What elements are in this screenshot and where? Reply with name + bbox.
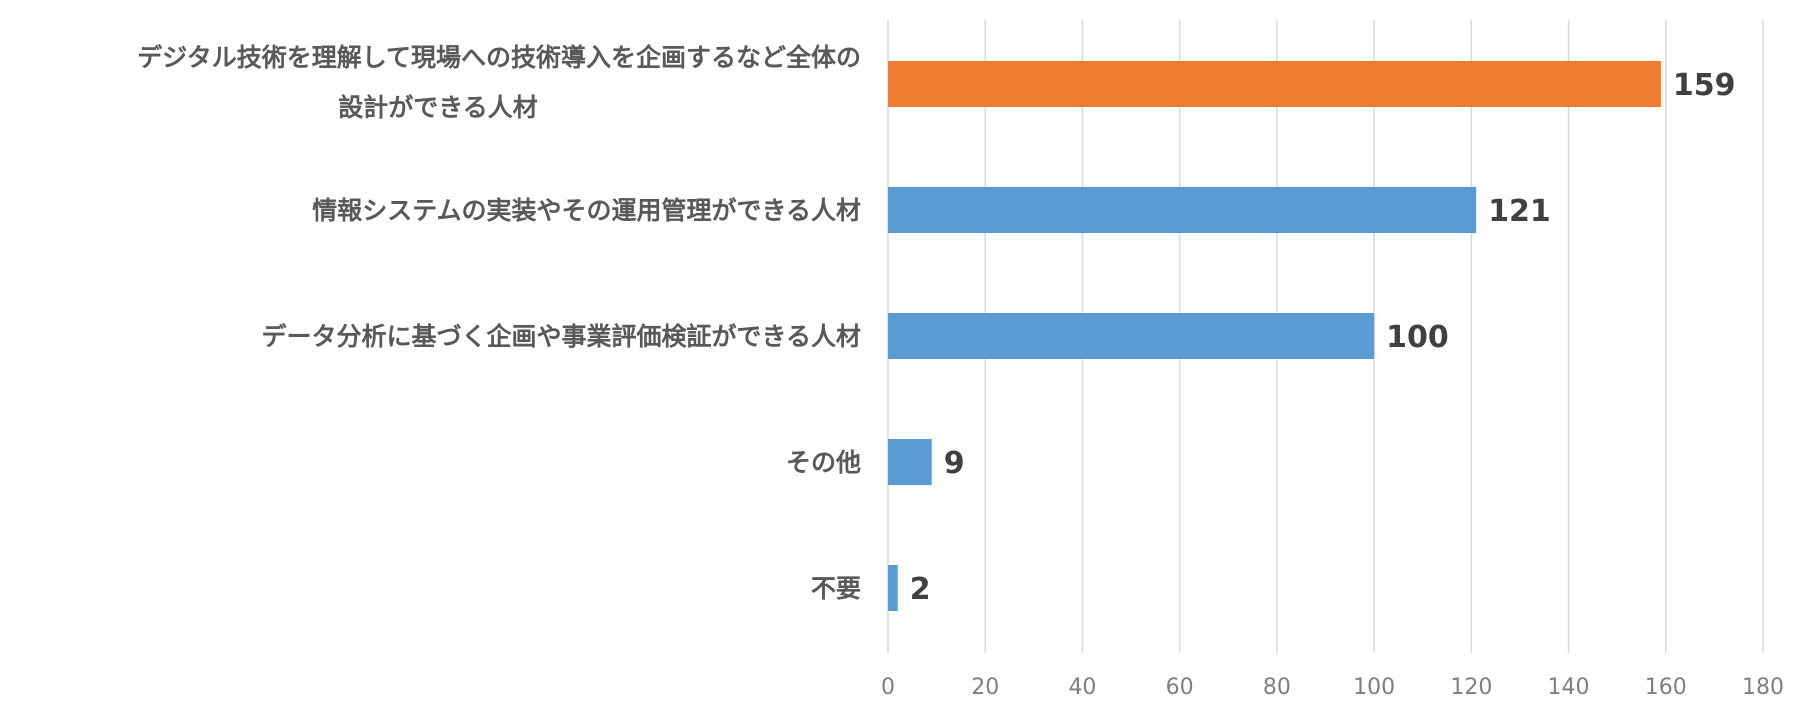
category-label-0-line-1: デジタル技術を理解して現場への技術導入を企画するなど全体の [137,43,861,72]
bar-4 [888,565,898,611]
category-label-1: 情報システムの実装やその運用管理ができる人材 [312,196,861,225]
tick-label-80: 80 [1263,675,1291,700]
tick-label-180: 180 [1742,675,1784,700]
tick-label-0: 0 [881,675,895,700]
data-label-1: 121 [1488,194,1551,229]
bar-2 [888,313,1375,359]
data-label-4: 2 [910,572,931,607]
tick-label-20: 20 [971,675,999,700]
tick-label-160: 160 [1645,675,1687,700]
data-label-0: 159 [1673,68,1736,103]
tick-label-40: 40 [1068,675,1096,700]
x-axis-tick-labels: 0 20 40 60 80 100 120 140 160 180 [881,675,1784,700]
bar-3 [888,439,932,485]
bar-1 [888,187,1477,233]
category-label-3: その他 [786,448,861,477]
category-label-4: 不要 [811,574,861,603]
bar-0 [888,61,1661,107]
category-labels: デジタル技術を理解して現場への技術導入を企画するなど全体の設計ができる人材情報シ… [137,43,861,603]
tick-label-60: 60 [1166,675,1194,700]
tick-label-100: 100 [1353,675,1395,700]
data-label-2: 100 [1386,320,1449,355]
tick-label-140: 140 [1548,675,1590,700]
bars [888,61,1661,611]
data-label-3: 9 [944,446,965,481]
category-label-2: データ分析に基づく企画や事業評価検証ができる人材 [261,322,861,351]
category-label-0-line-2: 設計ができる人材 [338,93,538,122]
data-labels: 159 121 100 9 2 [910,68,1736,607]
tick-label-120: 120 [1450,675,1492,700]
